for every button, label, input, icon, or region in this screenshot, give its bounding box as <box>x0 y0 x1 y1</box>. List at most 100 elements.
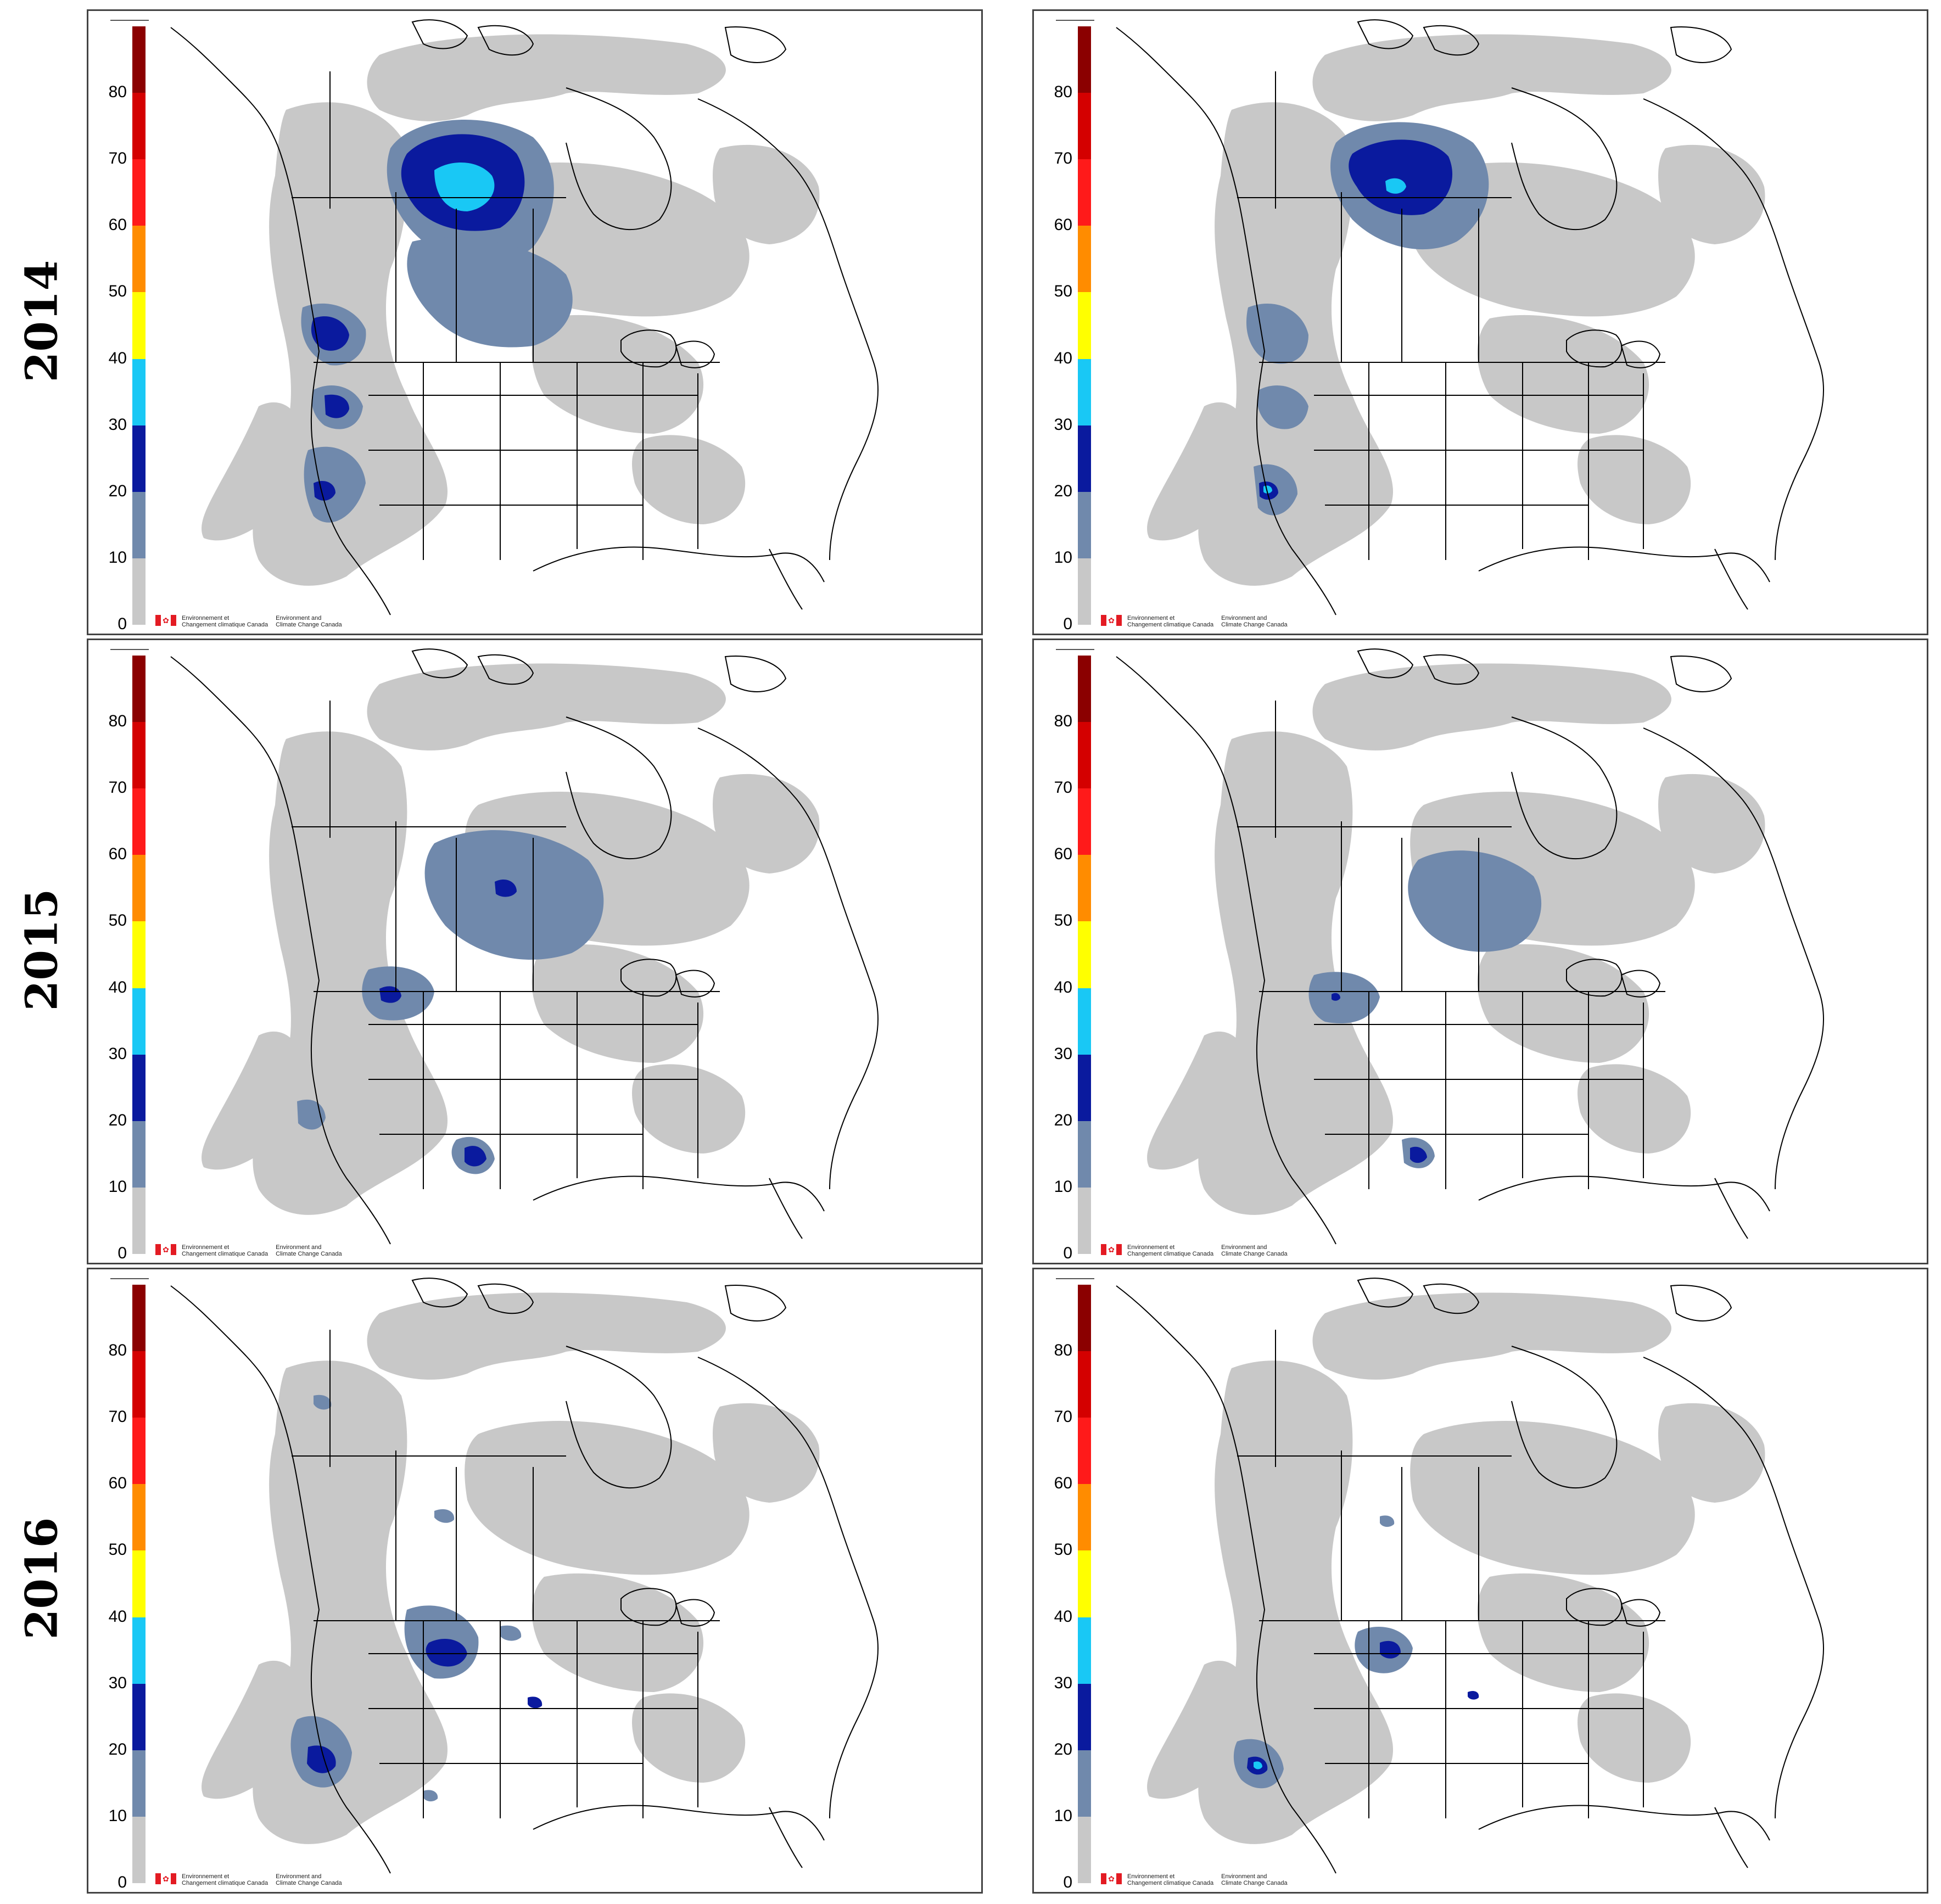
colorbar-tick-label: 10 <box>1054 1806 1072 1825</box>
boundary-line <box>1714 548 1748 610</box>
low-value-region <box>1477 1573 1649 1692</box>
colorbar-tick-label: 40 <box>108 978 127 996</box>
concentration-region <box>325 394 349 418</box>
colorbar-band-20-30 <box>1078 1683 1091 1750</box>
colorbar-tick-label: 10 <box>108 1177 127 1196</box>
boundary-line <box>769 1807 803 1868</box>
colorbar-band-30-40 <box>1078 1617 1091 1684</box>
map <box>149 640 981 1263</box>
colorbar-tick-label: 40 <box>1054 978 1072 996</box>
colorbar-tick-label: 80 <box>1054 1341 1072 1360</box>
low-value-region <box>367 34 726 121</box>
colorbar-tick-label: 10 <box>108 1806 127 1825</box>
colorbar-band-20-30 <box>1078 425 1091 492</box>
colorbar-band-0-10 <box>1078 558 1091 625</box>
boundary-line <box>1714 1178 1748 1239</box>
boundary-line <box>1670 1285 1732 1321</box>
colorbar-tick-label: 70 <box>108 149 127 168</box>
colorbar-band-60-70 <box>132 1418 146 1485</box>
low-value-region <box>1658 774 1765 873</box>
colorbar-band-0-10 <box>1078 1187 1091 1254</box>
colorbar-band-10-20 <box>1078 1121 1091 1188</box>
colorbar-tick-label: 80 <box>108 1341 127 1360</box>
colorbar <box>132 656 146 1254</box>
colorbar-tick-label: 30 <box>1054 1044 1072 1063</box>
boundary-line <box>1357 19 1414 49</box>
logo-text-en: Environment and Climate Change Canada <box>1221 615 1288 628</box>
colorbar-band-70-80 <box>1078 93 1091 160</box>
logo-text-en: Environment and Climate Change Canada <box>1221 1244 1288 1257</box>
concentration-region <box>434 1509 455 1523</box>
colorbar-tick-label: 10 <box>108 548 127 567</box>
boundary-line <box>1643 727 1825 1190</box>
concentration-region <box>1468 1691 1479 1700</box>
map-panel-2014-right: 80 70 60 50 40 30 20 10 0 ✿ Environnement et Change… <box>1032 9 1928 635</box>
low-value-region <box>1658 1403 1765 1503</box>
low-value-region <box>367 1292 726 1380</box>
colorbar-band-40-50 <box>1078 921 1091 988</box>
concentration-region <box>1332 993 1340 1001</box>
colorbar-tick-label: 60 <box>108 1474 127 1493</box>
colorbar-tick-label: 20 <box>1054 1740 1072 1759</box>
low-value-region <box>202 402 306 541</box>
concentration-region <box>1246 304 1308 364</box>
colorbar-tick-label: 70 <box>1054 779 1072 797</box>
colorbar-band-20-30 <box>1078 1054 1091 1121</box>
boundary-line <box>1566 959 1623 997</box>
map <box>149 1269 981 1892</box>
boundary-line <box>620 329 677 368</box>
agency-logo: ✿ Environnement et Changement climatique C… <box>1101 1873 1288 1886</box>
legend: 80 70 60 50 40 30 20 10 0 <box>1034 1269 1094 1892</box>
logo-text-fr: Environnement et Changement climatique Ca… <box>1127 1244 1214 1257</box>
colorbar-tick-label: 50 <box>108 282 127 301</box>
boundary-line <box>477 1283 534 1314</box>
low-value-region <box>632 435 746 524</box>
logo-text-fr: Environnement et Changement climatique Ca… <box>182 1873 269 1886</box>
colorbar-tick-label: 30 <box>1054 1673 1072 1692</box>
low-value-region <box>1578 435 1691 524</box>
boundary-line <box>533 1805 825 1841</box>
colorbar-tick-label: 70 <box>1054 1408 1072 1426</box>
colorbar-band-0-10 <box>132 1187 146 1254</box>
low-value-region <box>1410 1421 1695 1575</box>
boundary-line <box>1566 1588 1623 1626</box>
concentration-region <box>423 1790 438 1802</box>
boundary-line <box>620 959 677 997</box>
low-value-region <box>465 1421 749 1575</box>
colorbar-tick-label: 0 <box>1063 1873 1072 1891</box>
map-panel-2015-left: 80 70 60 50 40 30 20 10 0 ✿ Environnement et Change… <box>87 639 983 1264</box>
year-label-2014: 2014 <box>15 260 67 383</box>
low-value-region <box>1477 315 1649 434</box>
concentration-region <box>314 1395 332 1410</box>
colorbar-tick-label: 80 <box>1054 83 1072 102</box>
colorbar-tick-label: 0 <box>118 1873 127 1891</box>
year-label-2015: 2015 <box>15 888 67 1011</box>
colorbar-band-30-40 <box>1078 359 1091 425</box>
boundary-line <box>533 546 825 583</box>
colorbar-band-0-10 <box>132 1816 146 1883</box>
concentration-region <box>1408 850 1542 952</box>
legend: 80 70 60 50 40 30 20 10 0 <box>1034 11 1094 634</box>
legend-top-line <box>110 1278 149 1279</box>
boundary-line <box>1620 1599 1661 1627</box>
colorbar-band-60-70 <box>1078 788 1091 855</box>
canada-flag-icon: ✿ <box>1101 1873 1122 1884</box>
colorbar-band-10-20 <box>132 1121 146 1188</box>
logo-text-en: Environment and Climate Change Canada <box>276 1873 342 1886</box>
concentration-region <box>528 1696 542 1709</box>
concentration-region <box>424 830 604 960</box>
colorbar <box>1078 1285 1091 1883</box>
boundary-line <box>724 656 787 692</box>
concentration-region <box>426 1638 467 1667</box>
colorbar-band-20-30 <box>132 1683 146 1750</box>
boundary-line <box>1478 546 1770 583</box>
boundary-line <box>1620 970 1661 998</box>
boundary-line <box>411 648 468 679</box>
low-value-region <box>1477 944 1649 1063</box>
legend-top-line <box>110 20 149 21</box>
colorbar-band-0-10 <box>132 558 146 625</box>
colorbar-tick-label: 30 <box>108 1044 127 1063</box>
low-value-region <box>202 1031 306 1170</box>
concentration-region <box>495 880 517 897</box>
colorbar-tick-label: 80 <box>108 712 127 731</box>
